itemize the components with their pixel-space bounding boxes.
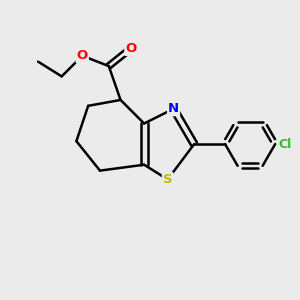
Text: Cl: Cl — [279, 138, 292, 151]
Text: Cl: Cl — [279, 138, 292, 151]
Text: S: S — [163, 173, 172, 186]
Text: N: N — [168, 102, 179, 115]
Text: O: O — [125, 42, 136, 55]
Text: O: O — [77, 49, 88, 62]
